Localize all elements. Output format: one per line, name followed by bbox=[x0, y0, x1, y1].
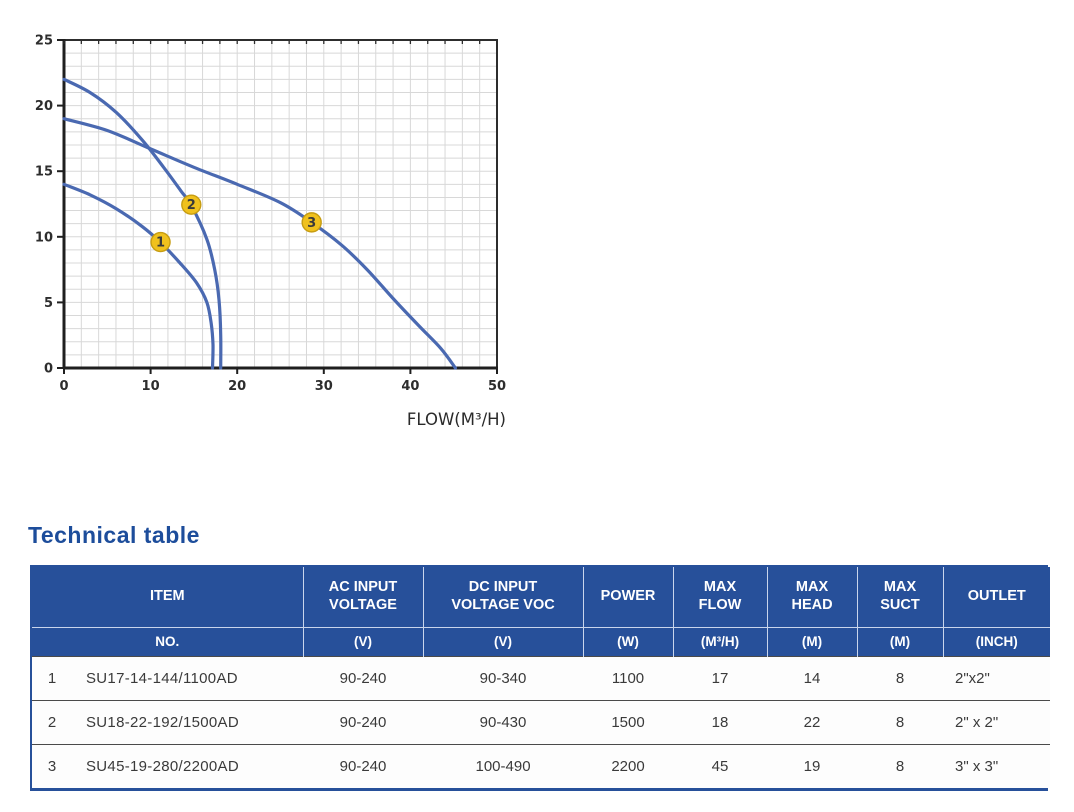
table-row: 2 SU18-22-192/1500AD 90-240 90-430 1500 18 22 8… bbox=[32, 699, 1051, 744]
svg-text:1: 1 bbox=[156, 236, 165, 251]
chart-svg: 0 5 10 15 20 25 0 10 20 30 40 50 FLOW(M³/H) 1 2 3 bbox=[35, 34, 506, 430]
ac-input-voltage-value: 90-240 bbox=[303, 743, 424, 788]
subheader-power-unit: (W) bbox=[582, 626, 674, 656]
max-head-value: 22 bbox=[767, 699, 858, 744]
curve-3 bbox=[62, 117, 457, 370]
item-name: SU18-22-192/1500AD bbox=[72, 699, 304, 744]
row-no: 3 bbox=[32, 743, 72, 788]
col-header-outlet: OUTLET bbox=[942, 567, 1051, 627]
x-tick-label: 50 bbox=[488, 379, 506, 394]
subheader-ac-unit: (V) bbox=[302, 626, 424, 656]
curve-1 bbox=[62, 182, 215, 370]
col-header-power: POWER bbox=[582, 567, 674, 627]
max-flow-value: 17 bbox=[673, 655, 768, 700]
pump-performance-chart: 0 5 10 15 20 25 0 10 20 30 40 50 FLOW(M³/H) 1 2 3 bbox=[20, 15, 550, 455]
max-suct-value: 8 bbox=[857, 699, 944, 744]
max-suct-value: 8 bbox=[857, 743, 944, 788]
row-no: 2 bbox=[32, 699, 72, 744]
technical-table-wrap: ITEM AC INPUT VOLTAGE DC INPUT VOLTAGE V… bbox=[30, 565, 1051, 791]
power-value: 1100 bbox=[583, 655, 674, 700]
subheader-head-unit: (M) bbox=[766, 626, 858, 656]
table-row: 1 SU17-14-144/1100AD 90-240 90-340 1100 17 14 8… bbox=[32, 655, 1051, 700]
col-header-ac-input-voltage: AC INPUT VOLTAGE bbox=[302, 567, 424, 627]
x-axis-title: FLOW(M³/H) bbox=[407, 410, 506, 429]
max-flow-value: 45 bbox=[673, 743, 768, 788]
svg-text:2: 2 bbox=[187, 198, 196, 213]
x-tick-label: 30 bbox=[315, 379, 333, 394]
svg-text:3: 3 bbox=[307, 216, 316, 231]
x-tick-label: 40 bbox=[401, 379, 419, 394]
dc-input-voltage-value: 90-430 bbox=[423, 699, 584, 744]
y-tick-label: 0 bbox=[44, 362, 53, 377]
ac-input-voltage-value: 90-240 bbox=[303, 655, 424, 700]
x-tick-label: 20 bbox=[228, 379, 246, 394]
x-tick-label: 10 bbox=[142, 379, 160, 394]
table-header-row-2: NO. (V) (V) (W) (M³/H) (M) (M) (INCH) bbox=[32, 626, 1051, 656]
y-tick-label: 10 bbox=[35, 230, 53, 245]
max-suct-value: 8 bbox=[857, 655, 944, 700]
subheader-no: NO. bbox=[32, 626, 304, 656]
y-tick-label: 25 bbox=[35, 34, 53, 49]
dc-input-voltage-value: 100-490 bbox=[423, 743, 584, 788]
y-tick-label: 20 bbox=[35, 99, 53, 114]
curve-marker-2: 2 bbox=[181, 194, 202, 215]
col-header-item: ITEM bbox=[32, 567, 304, 627]
curve-marker-1: 1 bbox=[150, 231, 171, 253]
row-no: 1 bbox=[32, 655, 72, 700]
curve-marker-3: 3 bbox=[301, 212, 322, 233]
section-heading: Technical table bbox=[28, 522, 200, 548]
table-header-row-1: ITEM AC INPUT VOLTAGE DC INPUT VOLTAGE V… bbox=[32, 567, 1051, 627]
item-name: SU17-14-144/1100AD bbox=[72, 655, 304, 700]
power-value: 1500 bbox=[583, 699, 674, 744]
power-value: 2200 bbox=[583, 743, 674, 788]
y-tick-label: 15 bbox=[35, 165, 53, 180]
outlet-value: 2" x 2" bbox=[943, 699, 1051, 744]
col-header-max-suct: MAX SUCT bbox=[856, 567, 944, 627]
outlet-value: 3" x 3" bbox=[943, 743, 1051, 788]
item-name: SU45-19-280/2200AD bbox=[72, 743, 304, 788]
chart-grid bbox=[63, 39, 498, 369]
table-row: 3 SU45-19-280/2200AD 90-240 100-490 2200 45 19… bbox=[32, 743, 1051, 788]
outlet-value: 2"x2" bbox=[943, 655, 1051, 700]
max-flow-value: 18 bbox=[673, 699, 768, 744]
subheader-flow-unit: (M³/H) bbox=[672, 626, 768, 656]
x-tick-label: 0 bbox=[59, 379, 68, 394]
col-header-dc-input-voltage-voc: DC INPUT VOLTAGE VOC bbox=[422, 567, 584, 627]
col-header-max-head: MAX HEAD bbox=[766, 567, 858, 627]
dc-input-voltage-value: 90-340 bbox=[423, 655, 584, 700]
subheader-suct-unit: (M) bbox=[856, 626, 944, 656]
max-head-value: 19 bbox=[767, 743, 858, 788]
subheader-dc-unit: (V) bbox=[422, 626, 584, 656]
ac-input-voltage-value: 90-240 bbox=[303, 699, 424, 744]
max-head-value: 14 bbox=[767, 655, 858, 700]
y-tick-label: 5 bbox=[44, 296, 53, 311]
technical-table: ITEM AC INPUT VOLTAGE DC INPUT VOLTAGE V… bbox=[32, 567, 1051, 788]
subheader-outlet-unit: (INCH) bbox=[942, 626, 1051, 656]
col-header-max-flow: MAX FLOW bbox=[672, 567, 768, 627]
axis-ticks bbox=[57, 39, 498, 374]
